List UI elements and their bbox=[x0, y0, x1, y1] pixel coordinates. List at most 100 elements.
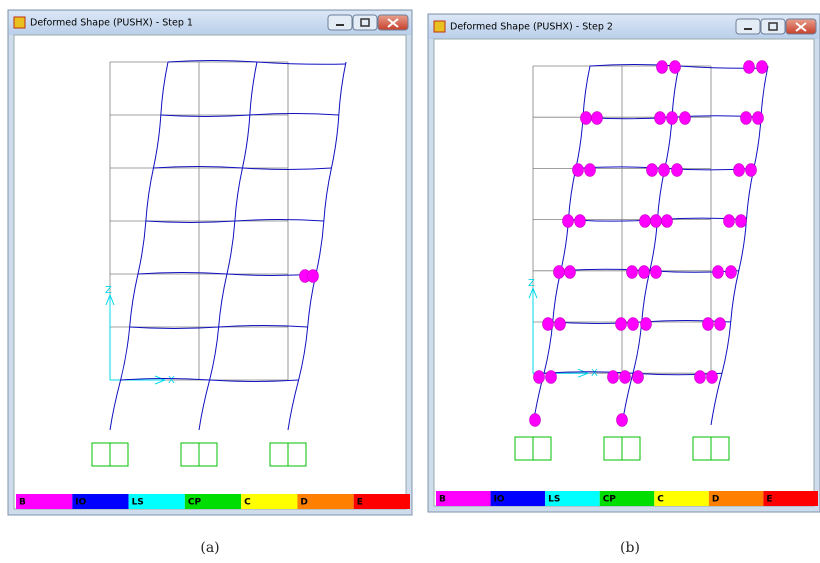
axis-x-label: X bbox=[591, 368, 598, 379]
legend-swatch bbox=[545, 491, 600, 506]
plastic-hinge bbox=[756, 60, 768, 74]
plastic-hinge bbox=[656, 60, 668, 74]
maximize-button[interactable] bbox=[352, 14, 378, 31]
legend-swatch bbox=[184, 494, 242, 509]
plastic-hinge bbox=[615, 317, 627, 331]
plastic-hinge bbox=[639, 214, 651, 228]
plastic-hinge bbox=[706, 370, 718, 384]
plastic-hinge bbox=[632, 370, 644, 384]
legend-swatch bbox=[599, 491, 655, 506]
axis-z bbox=[105, 293, 115, 380]
plastic-hinge bbox=[745, 163, 757, 177]
plastic-hinge bbox=[572, 163, 584, 177]
canvas bbox=[13, 34, 407, 510]
plastic-hinge bbox=[658, 163, 670, 177]
canvas bbox=[433, 38, 815, 507]
axis-x-label: X bbox=[168, 375, 175, 386]
plastic-hinge bbox=[616, 413, 628, 427]
deformed-beam bbox=[153, 166, 332, 170]
plastic-hinge bbox=[733, 163, 745, 177]
deformed-column bbox=[287, 61, 347, 431]
minimize-button[interactable] bbox=[327, 14, 353, 31]
plastic-hinge bbox=[650, 265, 662, 279]
legend-label: D bbox=[712, 495, 719, 505]
plastic-hinge bbox=[646, 163, 658, 177]
deformed-beam bbox=[120, 378, 299, 382]
plastic-hinge bbox=[740, 111, 752, 125]
plastic-hinge bbox=[627, 317, 639, 331]
plastic-hinge bbox=[650, 214, 662, 228]
plastic-hinge bbox=[307, 269, 319, 283]
legend-label: LS bbox=[548, 495, 560, 505]
plastic-hinge bbox=[725, 265, 737, 279]
plastic-hinge bbox=[679, 111, 691, 125]
close-glyph bbox=[387, 18, 399, 28]
plastic-hinge bbox=[564, 265, 576, 279]
caption: (a) bbox=[200, 540, 219, 556]
plastic-hinge bbox=[533, 370, 545, 384]
legend-label: C bbox=[244, 498, 251, 508]
plastic-hinge bbox=[542, 317, 554, 331]
legend-swatch bbox=[490, 491, 546, 506]
plastic-hinge bbox=[654, 111, 666, 125]
plastic-hinge bbox=[591, 111, 603, 125]
window-title: Deformed Shape (PUSHX) - Step 2 bbox=[450, 22, 613, 33]
plastic-hinge bbox=[702, 317, 714, 331]
legend-label: C bbox=[657, 495, 664, 505]
plastic-hinge bbox=[671, 163, 683, 177]
plastic-hinge bbox=[574, 214, 586, 228]
plastic-hinge bbox=[694, 370, 706, 384]
axis-x bbox=[110, 375, 167, 385]
legend-swatch bbox=[128, 494, 185, 509]
axis-z bbox=[528, 286, 538, 374]
plastic-hinge bbox=[743, 60, 755, 74]
legend-label: IO bbox=[494, 495, 505, 505]
legend-swatch bbox=[16, 494, 73, 509]
maximize-button[interactable] bbox=[760, 18, 786, 35]
deformed-beam bbox=[137, 272, 316, 276]
plastic-hinge bbox=[661, 214, 673, 228]
legend-label: D bbox=[300, 498, 307, 508]
caption: (b) bbox=[620, 540, 640, 556]
plastic-hinge bbox=[607, 370, 619, 384]
plastic-hinge bbox=[723, 214, 735, 228]
plastic-hinge bbox=[735, 214, 747, 228]
plastic-hinge bbox=[562, 214, 574, 228]
deformed-beam bbox=[560, 268, 739, 273]
legend-label: B bbox=[439, 495, 446, 505]
window-title: Deformed Shape (PUSHX) - Step 1 bbox=[30, 18, 193, 29]
legend-label: E bbox=[766, 495, 772, 505]
deformed-beam bbox=[129, 325, 308, 329]
deformed-beam bbox=[145, 219, 324, 223]
plastic-hinge bbox=[545, 370, 557, 384]
plastic-hinge bbox=[584, 163, 596, 177]
deformed-beam bbox=[167, 60, 347, 65]
minimize-button[interactable] bbox=[735, 18, 761, 35]
legend-swatch bbox=[353, 494, 410, 509]
close-glyph bbox=[795, 22, 807, 32]
plastic-hinge bbox=[626, 265, 638, 279]
legend-swatch bbox=[72, 494, 129, 509]
legend-label: B bbox=[19, 498, 26, 508]
deformed-column bbox=[109, 61, 169, 431]
app-icon bbox=[13, 16, 26, 29]
plastic-hinge bbox=[529, 413, 541, 427]
plastic-hinge bbox=[554, 317, 566, 331]
legend-label: IO bbox=[75, 498, 86, 508]
plastic-hinge bbox=[669, 60, 681, 74]
legend-swatch bbox=[763, 491, 818, 506]
plastic-hinge bbox=[638, 265, 650, 279]
maximize-glyph bbox=[768, 22, 778, 31]
plastic-hinge bbox=[752, 111, 764, 125]
legend-swatch bbox=[297, 494, 354, 509]
plastic-hinge bbox=[580, 111, 592, 125]
legend-swatch bbox=[708, 491, 764, 506]
legend-swatch bbox=[654, 491, 709, 506]
legend-label: E bbox=[357, 498, 363, 508]
axis-z-label: Z bbox=[105, 285, 112, 296]
window: Deformed Shape (PUSHX) - Step 1 Z X B IO LS CP… bbox=[7, 9, 413, 516]
deformed-column bbox=[198, 61, 258, 431]
plastic-hinge bbox=[714, 317, 726, 331]
legend-label: LS bbox=[132, 498, 144, 508]
